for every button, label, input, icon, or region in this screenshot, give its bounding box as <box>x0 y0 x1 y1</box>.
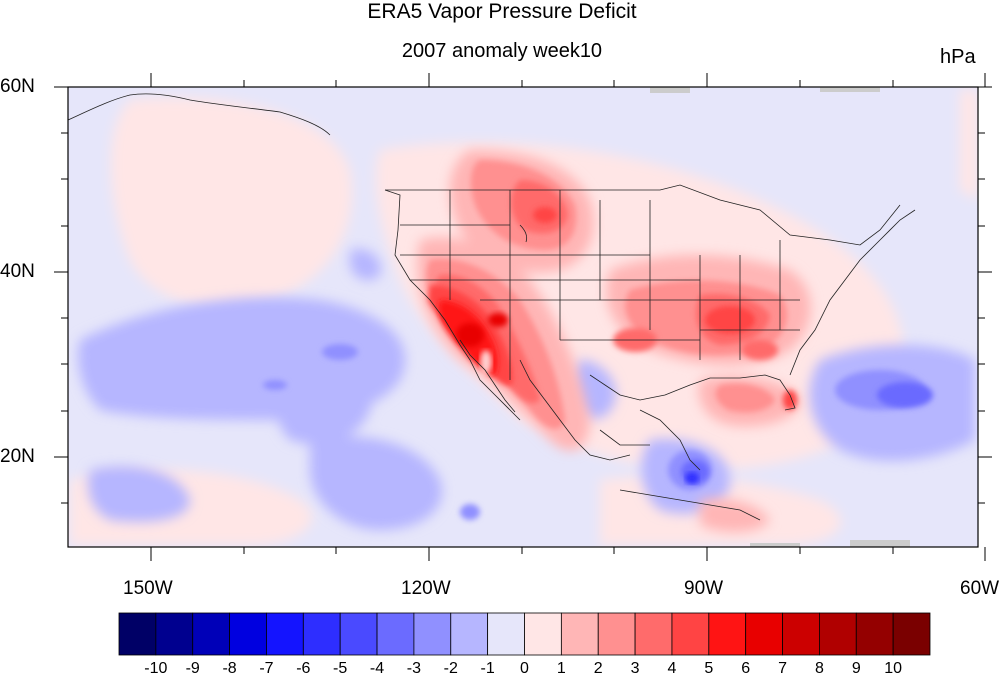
colorbar-label: -5 <box>333 660 348 677</box>
colorbar-label: -7 <box>259 660 274 677</box>
y-tick-label-20n: 20N <box>0 446 35 467</box>
colorbar-label: 5 <box>704 660 714 677</box>
map-subtitle: 2007 anomaly week10 <box>401 40 603 62</box>
x-tick-label-120w: 120W <box>401 578 451 599</box>
colorbar-box <box>450 612 489 656</box>
colorbar-box <box>118 612 157 656</box>
colorbar-box <box>339 612 378 656</box>
colorbar-box <box>745 612 783 656</box>
colorbar-label: -8 <box>222 660 237 677</box>
colorbar-label: 2 <box>593 660 603 677</box>
plot-frame <box>67 86 979 548</box>
colorbar-box <box>155 612 194 656</box>
colorbar-box <box>192 612 230 656</box>
colorbar-label: -6 <box>296 660 311 677</box>
x-tick-label-60w: 60W <box>960 578 1000 599</box>
colorbar-box <box>708 612 747 656</box>
colorbar-label: -4 <box>369 660 385 677</box>
map-title: ERA5 Vapor Pressure Deficit <box>367 0 637 23</box>
colorbar-label: 6 <box>741 660 751 677</box>
colorbar-label: 8 <box>814 660 824 677</box>
y-tick-label-40n: 40N <box>0 261 35 282</box>
colorbar-box <box>302 612 341 656</box>
colorbar-label: 10 <box>884 660 903 677</box>
colorbar-label: 4 <box>667 660 677 677</box>
colorbar <box>118 612 931 656</box>
colorbar-box <box>266 612 304 656</box>
colorbar-box <box>855 612 894 656</box>
colorbar-label: 9 <box>851 660 861 677</box>
colorbar-label: 7 <box>778 660 787 677</box>
colorbar-label: -3 <box>406 660 422 677</box>
y-tick-label-60n: 60N <box>0 76 35 97</box>
colorbar-box <box>524 612 562 656</box>
colorbar-label: 3 <box>630 660 640 677</box>
colorbar-box <box>413 612 452 656</box>
axis-ticks <box>54 73 992 561</box>
colorbar-label: -1 <box>480 660 495 677</box>
x-tick-label-150w: 150W <box>123 578 173 599</box>
colorbar-label: -9 <box>185 660 200 677</box>
colorbar-box <box>671 612 710 656</box>
units-label: hPa <box>940 46 976 68</box>
colorbar-box <box>597 612 636 656</box>
colorbar-box <box>819 612 857 656</box>
colorbar-label: 1 <box>556 660 566 677</box>
colorbar-box <box>229 612 267 656</box>
colorbar-box <box>892 612 931 656</box>
colorbar-box <box>376 612 415 656</box>
colorbar-label: -10 <box>144 660 168 677</box>
colorbar-box <box>782 612 820 656</box>
x-tick-label-90w: 90W <box>684 578 724 599</box>
colorbar-label: 0 <box>520 660 529 677</box>
colorbar-box <box>560 612 599 656</box>
colorbar-box <box>634 612 673 656</box>
map-field <box>68 87 978 547</box>
colorbar-box <box>487 612 525 656</box>
colorbar-label: -2 <box>443 660 458 677</box>
